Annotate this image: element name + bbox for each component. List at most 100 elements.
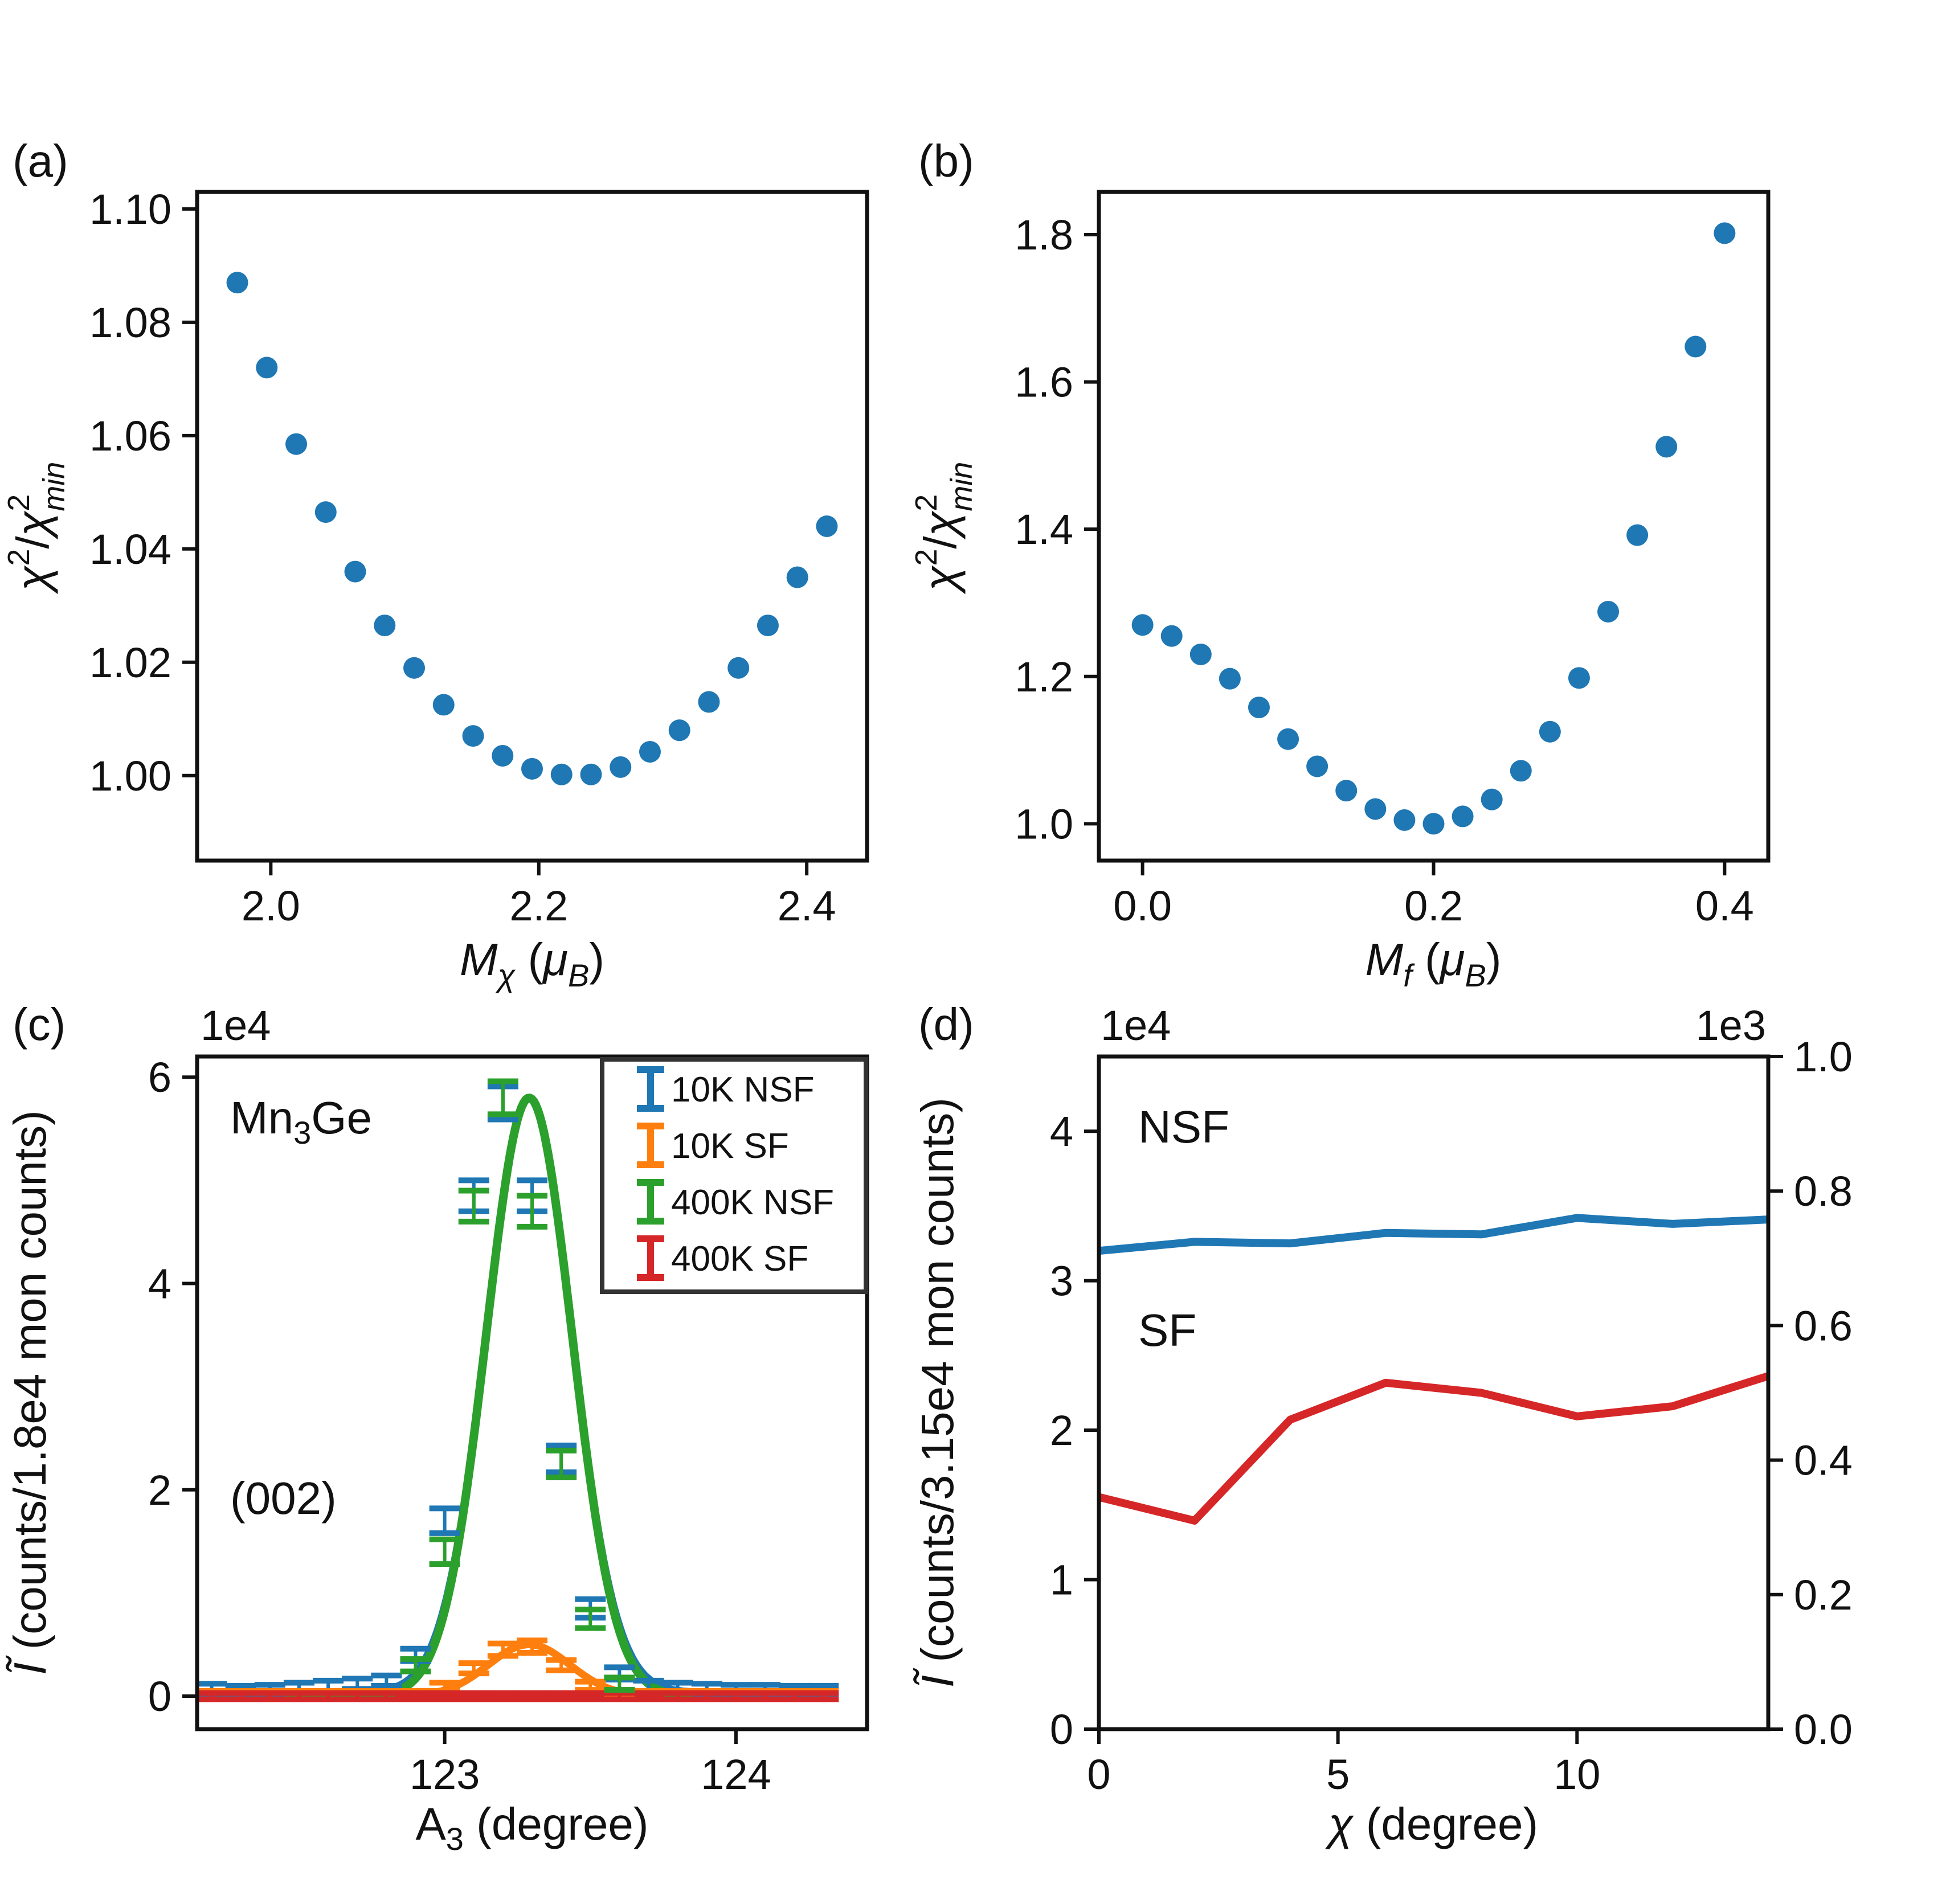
x-tick-label: 2.4: [778, 882, 836, 930]
data-point: [639, 740, 661, 763]
x-tick-label: 2.0: [242, 882, 300, 930]
error-bar: [604, 1674, 635, 1693]
error-bar: [691, 1690, 722, 1702]
data-point: [1481, 788, 1503, 810]
panel-label: (a): [13, 136, 68, 186]
error-bar: [517, 1637, 547, 1656]
left-multiplier: 1e4: [1101, 1002, 1171, 1049]
y-tick-label: 1.08: [89, 299, 171, 346]
data-point: [1131, 614, 1154, 636]
data-point: [1335, 780, 1358, 802]
legend: 10K NSF 10K SF 400K NSF 400K SF: [600, 1057, 868, 1294]
error-bar: [575, 1678, 606, 1693]
data-point: [698, 691, 720, 713]
x-tick-label: 10: [1553, 1751, 1600, 1798]
data-point: [314, 501, 337, 523]
data-point: [1306, 755, 1328, 777]
error-bar: [546, 1657, 577, 1673]
y-tick-label-right: 0.2: [1794, 1571, 1853, 1619]
error-bar: [487, 1640, 518, 1659]
data-point: [727, 657, 750, 679]
y-multiplier: 1e4: [201, 1002, 271, 1049]
axes-frame: [1097, 190, 1771, 863]
data-point: [786, 566, 808, 588]
data-point: [521, 757, 543, 780]
legend-item: 400K NSF: [637, 1179, 834, 1225]
error-bar: [517, 1193, 547, 1230]
axes-frame: [195, 190, 869, 863]
legend-item: 400K SF: [637, 1235, 808, 1281]
error-bar: [720, 1690, 751, 1702]
data-point: [374, 615, 396, 637]
y-tick-label: 4: [148, 1260, 171, 1307]
error-bar: [342, 1690, 373, 1702]
error-bar: [429, 1690, 460, 1702]
data-point: [1160, 625, 1183, 647]
error-bar: [487, 1078, 518, 1117]
data-point: [1539, 720, 1561, 743]
data-point: [492, 744, 514, 767]
y-tick-label-right: 0.6: [1794, 1302, 1853, 1349]
series-line: [1098, 1372, 1770, 1525]
data-point: [344, 560, 366, 583]
data-point: [1452, 805, 1474, 828]
data-point: [1422, 813, 1445, 835]
legend-label: 10K SF: [671, 1127, 789, 1166]
data-point: [256, 357, 278, 379]
y-tick-label-right: 1.0: [1794, 1033, 1853, 1080]
data-point: [550, 763, 573, 785]
legend-item: 10K SF: [637, 1123, 789, 1168]
error-bar: [371, 1672, 402, 1689]
data-point: [1510, 760, 1532, 782]
y-tick-label-right: 0.4: [1794, 1437, 1853, 1484]
y-tick-label: 1.2: [1015, 653, 1073, 701]
x-axis-label: A3 (degree): [415, 1799, 648, 1857]
series-line: [1098, 1214, 1769, 1255]
x-axis-label: Mf (μB): [1366, 934, 1502, 993]
y-tick-label: 1.8: [1015, 211, 1073, 259]
error-bar: [779, 1690, 810, 1702]
data-point: [285, 433, 308, 455]
reflection-label: (002): [230, 1473, 337, 1524]
data-point: [1714, 222, 1736, 244]
error-bar: [808, 1690, 839, 1702]
data-point: [757, 615, 779, 637]
panel-d: (d) 1e4 1e3 0 5 10 0 1 2 3 4 0.0 0.2 0.4 0.6 0.8 1.0 NSF S…: [912, 999, 1853, 1849]
error-bar: [400, 1656, 431, 1674]
error-bar: [458, 1188, 489, 1225]
data-point: [226, 272, 248, 294]
panel-label: (c): [13, 999, 66, 1050]
data-point: [1277, 728, 1299, 750]
data-point: [1189, 643, 1212, 665]
data-point: [1597, 600, 1620, 623]
error-bar: [429, 1536, 460, 1567]
data-point: [1655, 436, 1678, 458]
legend-label: 10K NSF: [671, 1070, 815, 1109]
panel-b: (b) 0.0 0.2 0.4 1.0 1.2 1.4 1.6 1.8 Mf (μB) χ2/χ2m…: [909, 136, 1771, 993]
y-tick-label: 1.06: [89, 412, 171, 460]
error-bar: [342, 1676, 373, 1692]
data-point: [403, 657, 426, 679]
x-axis-label: χ (degree): [1325, 1799, 1538, 1849]
data-point: [1626, 524, 1649, 546]
y-tick-label: 1: [1050, 1557, 1073, 1604]
y-tick-label: 4: [1050, 1108, 1073, 1155]
error-bar: [371, 1690, 402, 1702]
y-axis-label: χ2/χ2min: [2, 462, 71, 595]
legend-label: 400K NSF: [671, 1183, 834, 1222]
error-bar: [604, 1690, 635, 1702]
legend-label: 400K SF: [671, 1239, 808, 1279]
data-point: [1248, 697, 1270, 719]
y-tick-label: 1.10: [89, 186, 171, 233]
panel-a: (a) 2.0 2.2 2.4 1.00 1.02 1.04 1.06 1.08 1.10 Mχ (…: [2, 136, 869, 993]
x-tick-label: 0.0: [1113, 882, 1172, 930]
error-bar: [662, 1690, 693, 1702]
series-label-nsf: NSF: [1138, 1102, 1229, 1152]
error-bar: [575, 1690, 606, 1702]
axes-frame: [195, 1054, 869, 1731]
y-tick-label-right: 0.8: [1794, 1168, 1853, 1215]
y-tick-label: 1.04: [89, 526, 171, 573]
data-point: [1685, 335, 1707, 358]
axes-frame: [1097, 1054, 1771, 1731]
y-tick-label-right: 0.0: [1794, 1706, 1853, 1753]
